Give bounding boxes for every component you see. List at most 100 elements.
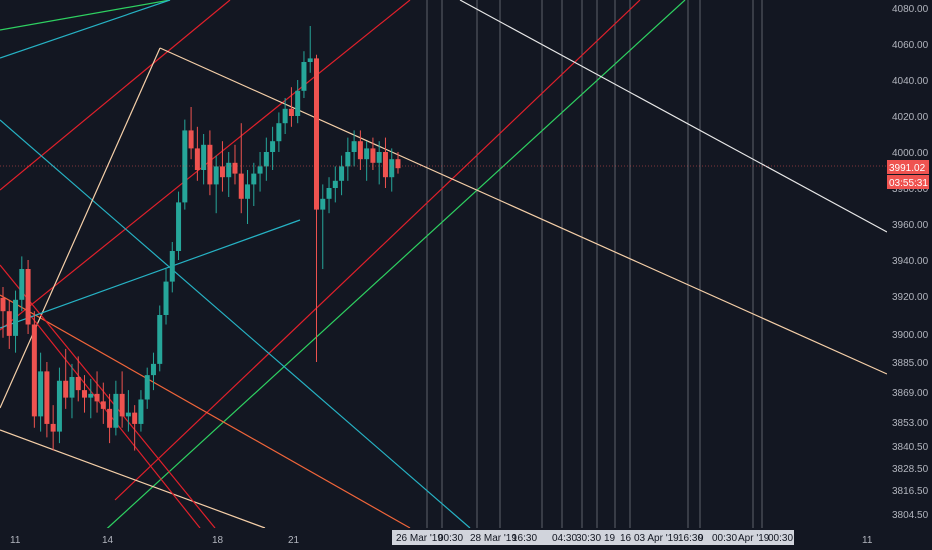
y-tick-label: 3980.00 <box>892 184 929 195</box>
candle-body <box>376 152 382 163</box>
candle-body <box>182 130 188 203</box>
candle-body <box>395 159 401 169</box>
trendline <box>0 429 266 529</box>
trendline <box>0 0 171 31</box>
x-marker-label: 16:30 <box>678 533 703 544</box>
candle-body <box>339 166 345 181</box>
candle-body <box>232 162 238 174</box>
x-marker-label: 00:30 <box>438 533 463 544</box>
current-price-label: 3991.02 <box>889 163 926 174</box>
candle-body <box>364 148 370 160</box>
candle-body <box>100 401 106 409</box>
candle-body <box>282 108 288 124</box>
y-tick-label: 3960.00 <box>892 220 929 231</box>
candle-body <box>295 90 301 116</box>
x-marker-label: 04:30 <box>552 533 577 544</box>
y-tick-label: 4020.00 <box>892 112 929 123</box>
y-tick-label: 4060.00 <box>892 40 929 51</box>
trendline <box>0 119 471 529</box>
x-marker-label: 16 <box>620 533 632 544</box>
candle-body <box>345 152 351 167</box>
candle-body <box>389 159 395 178</box>
candle-body <box>163 281 169 315</box>
candle-body <box>288 108 294 116</box>
candle-body <box>150 363 156 376</box>
candle-body <box>201 144 207 170</box>
trendline <box>99 0 686 536</box>
candle-body <box>157 315 163 364</box>
candle-body <box>357 141 363 160</box>
candle-body <box>82 390 88 398</box>
candle-body <box>13 299 19 336</box>
vertical-marker-lines <box>426 0 763 528</box>
candle-body <box>219 166 225 178</box>
y-tick-label: 3828.50 <box>892 464 929 475</box>
x-marker-label: Apr '19 <box>738 533 770 544</box>
candle-body <box>313 58 319 210</box>
trendline <box>459 0 888 233</box>
trendline <box>0 294 411 529</box>
current-price-badge: 3991.02 03:55:31 <box>887 160 929 189</box>
candle-body <box>307 58 313 62</box>
candlestick-series <box>0 26 401 451</box>
candle-body <box>25 269 31 325</box>
x-marker-label: 16:30 <box>512 533 537 544</box>
candle-body <box>107 408 113 428</box>
candle-body <box>326 188 332 199</box>
candle-body <box>169 251 175 282</box>
trendline <box>0 47 161 409</box>
candle-body <box>138 399 144 424</box>
candle-body <box>251 173 257 185</box>
candle-body <box>56 380 62 432</box>
trendline <box>159 47 888 375</box>
y-tick-label: 3804.50 <box>892 510 929 521</box>
candle-body <box>351 141 357 152</box>
candle-body <box>238 173 244 199</box>
candle-body <box>257 166 263 174</box>
candle-body <box>119 393 125 417</box>
candle-body <box>132 412 138 424</box>
x-tick-label: 18 <box>212 535 224 546</box>
y-tick-label: 4040.00 <box>892 76 929 87</box>
trendline <box>114 0 641 501</box>
candle-body <box>63 380 69 398</box>
candle-body <box>194 148 200 170</box>
x-marker-label: 19 <box>604 533 616 544</box>
candle-body <box>382 152 388 178</box>
candle-body <box>0 297 6 312</box>
candle-body <box>188 130 194 149</box>
x-marker-strip <box>392 530 794 545</box>
x-marker-label: 26 Mar '19 <box>396 533 443 544</box>
y-tick-label: 3853.00 <box>892 418 929 429</box>
candle-body <box>44 371 50 424</box>
candle-body <box>113 393 119 428</box>
trendline <box>0 264 216 529</box>
candle-body <box>320 198 326 210</box>
y-tick-label: 3920.00 <box>892 292 929 303</box>
candle-body <box>50 423 56 432</box>
y-tick-label: 3816.50 <box>892 486 929 497</box>
x-marker-label: 00:30 <box>712 533 737 544</box>
candle-body <box>31 324 37 417</box>
price-axis-panel <box>887 0 932 528</box>
price-axis[interactable]: 4080.00 4060.00 4040.00 4020.00 4000.00 3980.… <box>887 0 932 528</box>
candle-body <box>226 162 232 178</box>
candle-body <box>125 412 131 417</box>
y-tick-label: 3940.00 <box>892 256 929 267</box>
candle-body <box>207 144 213 185</box>
candle-body <box>88 393 94 398</box>
trendline <box>0 219 301 329</box>
x-marker-label: 00:30 <box>768 533 793 544</box>
candle-body <box>370 148 376 163</box>
candle-body <box>38 371 44 417</box>
x-marker-label: 28 Mar '19 <box>470 533 517 544</box>
y-tick-label: 3840.50 <box>892 442 929 453</box>
x-tick-label: 11 <box>10 535 21 546</box>
candle-body <box>94 393 100 402</box>
y-tick-label: 3900.00 <box>892 330 929 341</box>
candle-body <box>270 141 276 152</box>
candle-body <box>301 62 307 91</box>
trendline <box>0 0 231 191</box>
